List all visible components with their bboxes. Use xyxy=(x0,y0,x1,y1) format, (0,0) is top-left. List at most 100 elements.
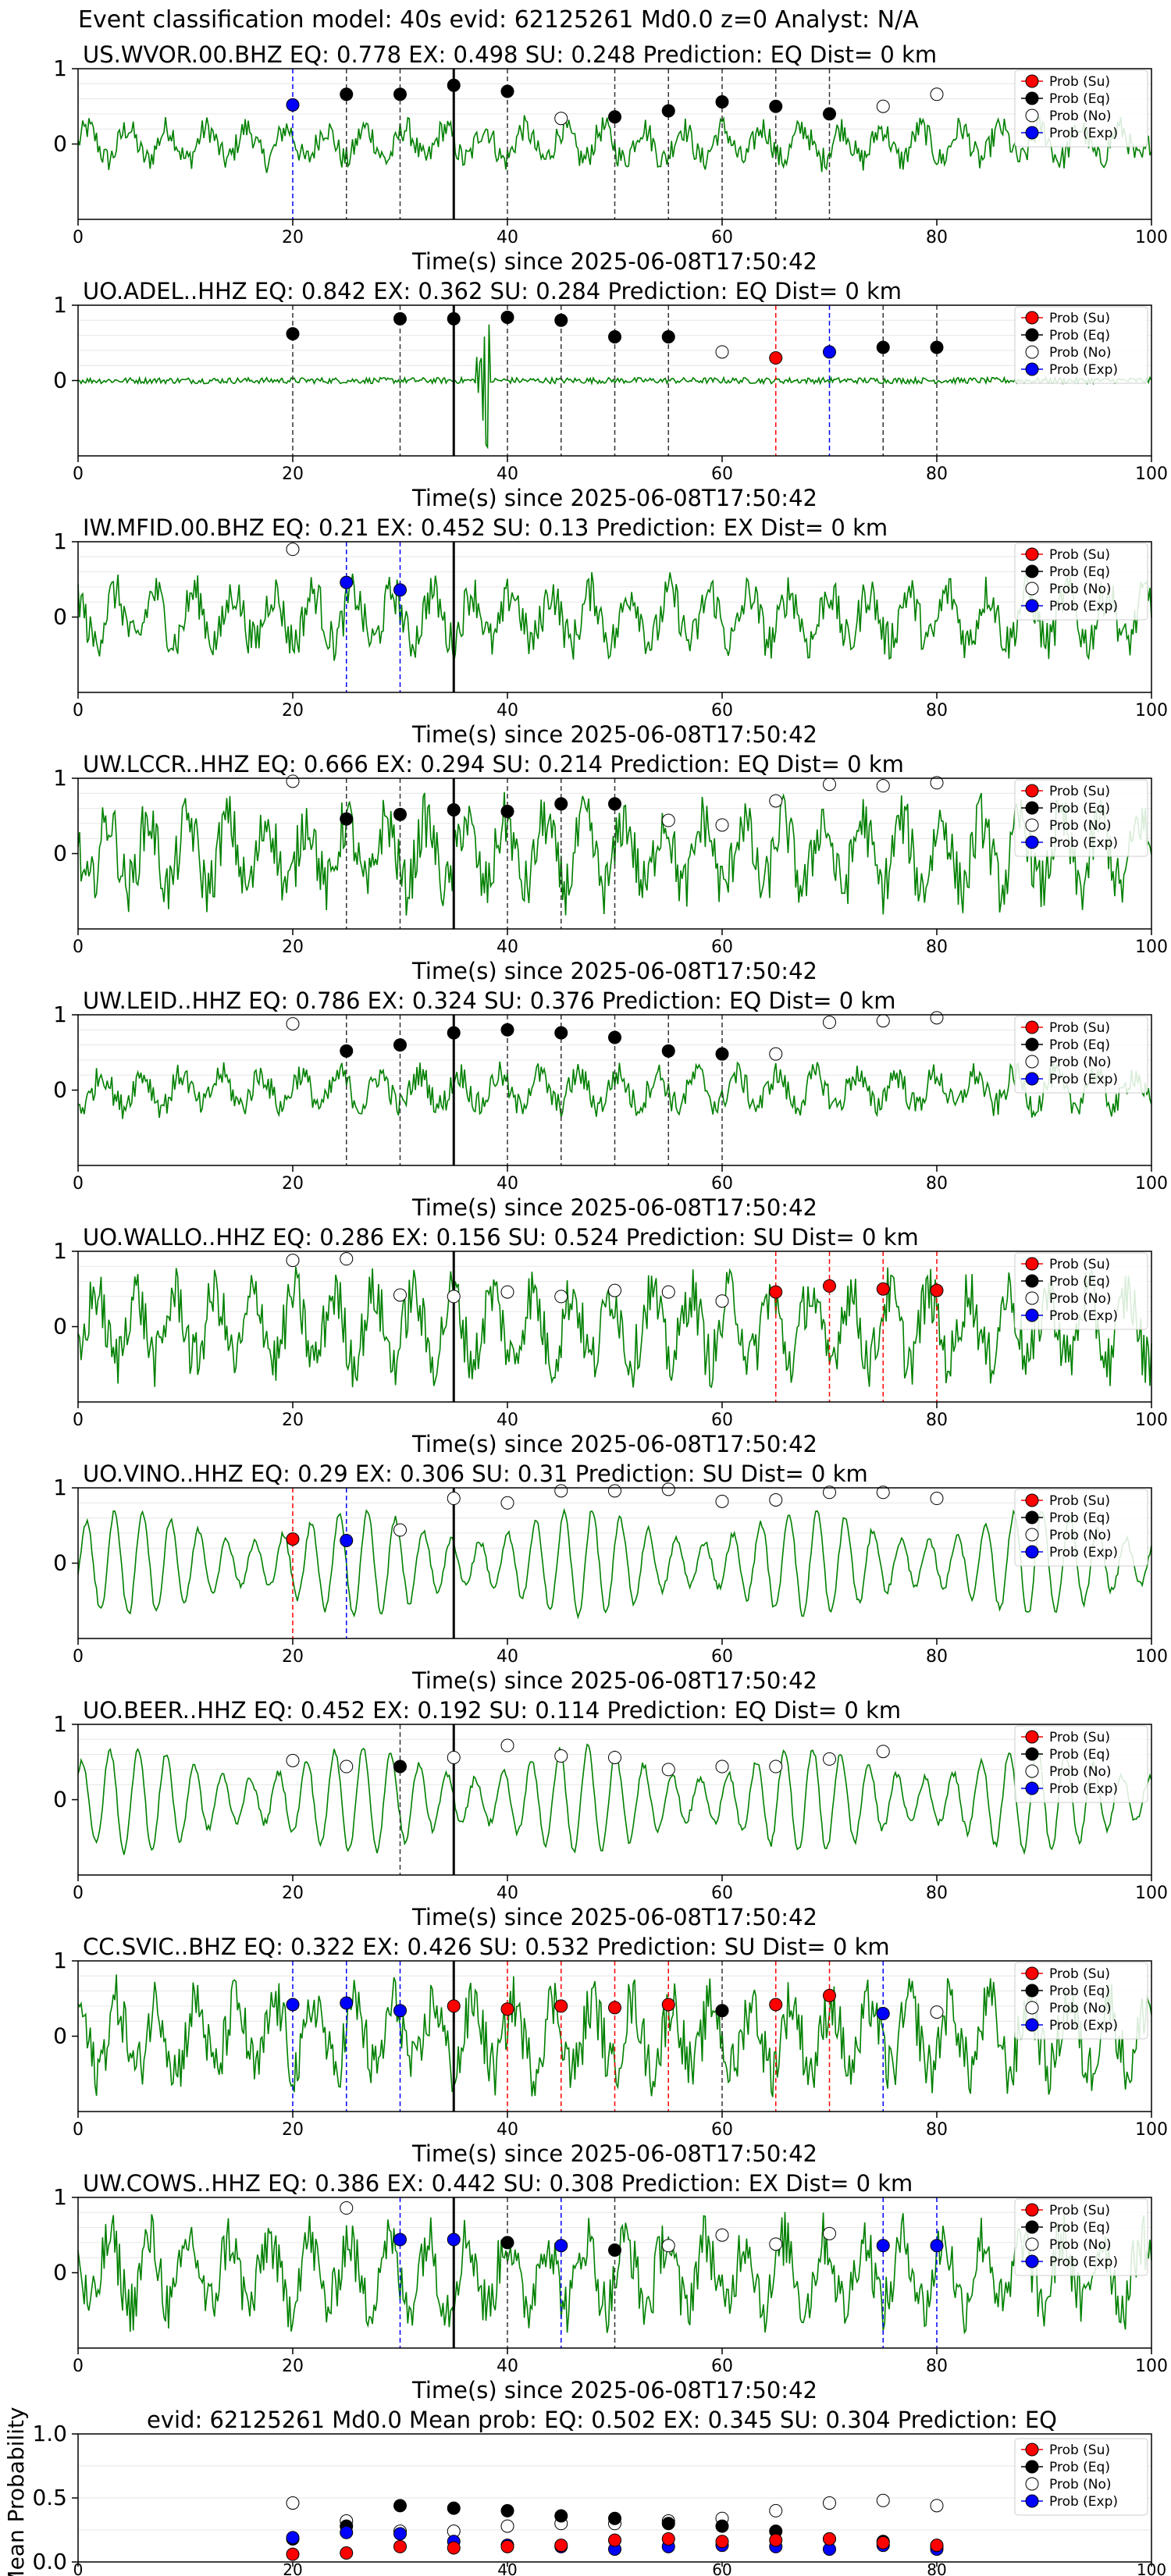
x-tick-label: 20 xyxy=(282,701,304,720)
legend-marker-eq xyxy=(1025,2220,1039,2234)
prob-point-eq xyxy=(500,310,514,324)
prob-point-no xyxy=(661,1763,675,1777)
legend-marker-exp xyxy=(1025,126,1039,140)
mean-point-su xyxy=(554,2539,568,2553)
y-axis-label: Mean Probability xyxy=(3,2407,29,2576)
legend-marker-su xyxy=(1025,1020,1039,1034)
x-tick-label: 20 xyxy=(282,1647,304,1667)
prob-point-no xyxy=(447,1750,461,1764)
mean-point-su xyxy=(340,2546,354,2560)
prob-point-eq xyxy=(393,311,407,326)
plot-frame xyxy=(77,1487,1152,1639)
legend-label: Prob (Exp) xyxy=(1049,1545,1118,1560)
x-tick-label: 100 xyxy=(1135,701,1168,720)
prob-point-eq xyxy=(554,1026,568,1040)
legend-label: Prob (Su) xyxy=(1049,74,1110,90)
prob-point-su xyxy=(769,351,783,365)
x-tick-label: 20 xyxy=(282,2357,304,2376)
prob-point-eq xyxy=(715,2004,729,2018)
station-panel: UW.COWS..HHZ EQ: 0.386 EX: 0.442 SU: 0.3… xyxy=(53,2170,1168,2403)
prob-point-no xyxy=(823,2226,836,2240)
plot-frame xyxy=(77,541,1152,693)
prob-point-eq xyxy=(661,104,675,118)
y-tick-label: 0 xyxy=(53,1787,67,1813)
prob-point-exp xyxy=(554,2239,568,2253)
panel-title: UO.VINO..HHZ EQ: 0.29 EX: 0.306 SU: 0.31… xyxy=(83,1461,868,1487)
legend-label: Prob (Su) xyxy=(1049,1257,1110,1272)
x-tick-label: 0 xyxy=(73,228,84,247)
prob-point-exp xyxy=(286,98,300,112)
prob-point-no xyxy=(608,1484,621,1498)
legend-label: Prob (Eq) xyxy=(1049,564,1110,580)
x-tick-label: 80 xyxy=(926,1647,948,1667)
x-axis-label: Time(s) since 2025-06-08T17:50:42 xyxy=(411,248,817,275)
x-tick-label: 60 xyxy=(711,938,733,957)
prob-point-no xyxy=(930,776,944,790)
legend-label: Prob (Eq) xyxy=(1049,2460,1110,2475)
legend-label: Prob (No) xyxy=(1049,2237,1112,2253)
y-tick-label: 0 xyxy=(53,604,67,630)
prob-point-no xyxy=(930,2005,944,2019)
station-panel: UO.BEER..HHZ EQ: 0.452 EX: 0.192 SU: 0.1… xyxy=(53,1697,1168,1930)
legend-label: Prob (Su) xyxy=(1049,1966,1110,1982)
x-tick-label: 80 xyxy=(926,1174,948,1194)
y-tick-label: 1 xyxy=(53,765,67,791)
legend-label: Prob (No) xyxy=(1049,1291,1112,1307)
prob-point-su xyxy=(608,2001,621,2015)
x-tick-label: 60 xyxy=(712,2560,731,2576)
legend-label: Prob (Exp) xyxy=(1049,599,1118,614)
prob-point-exp xyxy=(393,2233,407,2247)
legend-marker-no xyxy=(1025,2237,1039,2251)
y-tick-label: 0 xyxy=(53,131,67,157)
station-panel: UW.LEID..HHZ EQ: 0.786 EX: 0.324 SU: 0.3… xyxy=(53,987,1168,1221)
mean-point-su xyxy=(447,2541,461,2555)
legend-label: Prob (Eq) xyxy=(1049,801,1110,817)
legend-marker-no xyxy=(1025,345,1039,359)
x-tick-label: 20 xyxy=(282,1174,304,1194)
legend-marker-eq xyxy=(1025,801,1039,815)
prob-point-no xyxy=(876,99,890,113)
prob-point-exp xyxy=(393,583,407,597)
legend-label: Prob (Su) xyxy=(1049,311,1110,326)
y-tick-label: 1 xyxy=(53,1948,67,1973)
legend-marker-exp xyxy=(1025,2254,1039,2268)
x-tick-label: 60 xyxy=(711,1174,733,1194)
legend-label: Prob (No) xyxy=(1049,818,1112,834)
legend-marker-no xyxy=(1025,109,1039,123)
prob-point-no xyxy=(500,1738,514,1752)
mean-point-su xyxy=(393,2539,407,2553)
x-axis-label: Time(s) since 2025-06-08T17:50:42 xyxy=(411,2377,817,2403)
station-panel: CC.SVIC..BHZ EQ: 0.322 EX: 0.426 SU: 0.5… xyxy=(53,1934,1168,2167)
prob-point-no xyxy=(823,1016,836,1030)
legend-marker-su xyxy=(1025,74,1039,88)
legend-label: Prob (Exp) xyxy=(1049,126,1118,141)
mean-point-su xyxy=(823,2532,836,2546)
panel-title: UW.COWS..HHZ EQ: 0.386 EX: 0.442 SU: 0.3… xyxy=(83,2170,913,2197)
prob-point-exp xyxy=(876,2007,890,2021)
station-panel: US.WVOR.00.BHZ EQ: 0.778 EX: 0.498 SU: 0… xyxy=(53,41,1168,275)
legend-marker-eq xyxy=(1025,564,1039,578)
legend-label: Prob (Exp) xyxy=(1049,835,1118,851)
prob-point-su xyxy=(823,1279,836,1293)
x-tick-label: 60 xyxy=(711,464,733,484)
legend-label: Prob (Eq) xyxy=(1049,1510,1110,1526)
x-tick-label: 40 xyxy=(497,228,518,247)
panel-title: evid: 62125261 Md0.0 Mean prob: EQ: 0.50… xyxy=(147,2407,1057,2433)
prob-point-no xyxy=(715,2228,729,2242)
y-tick-label: 0 xyxy=(53,2023,67,2049)
legend-marker-exp xyxy=(1025,1072,1039,1086)
legend-label: Prob (Su) xyxy=(1049,1493,1110,1509)
legend-marker-su xyxy=(1025,2203,1039,2217)
legend-marker-eq xyxy=(1025,1274,1039,1288)
x-tick-label: 60 xyxy=(711,2120,733,2140)
prob-point-eq xyxy=(500,804,514,818)
prob-point-no xyxy=(340,1759,354,1774)
x-tick-label: 40 xyxy=(497,1411,518,1430)
prob-point-no xyxy=(715,1294,729,1308)
x-tick-label: 60 xyxy=(711,1647,733,1667)
x-tick-label: 40 xyxy=(497,2120,518,2140)
legend-marker-eq xyxy=(1025,2460,1039,2474)
prob-point-eq xyxy=(554,797,568,811)
legend-label: Prob (Eq) xyxy=(1049,1274,1110,1290)
legend-marker-no xyxy=(1025,1055,1039,1069)
